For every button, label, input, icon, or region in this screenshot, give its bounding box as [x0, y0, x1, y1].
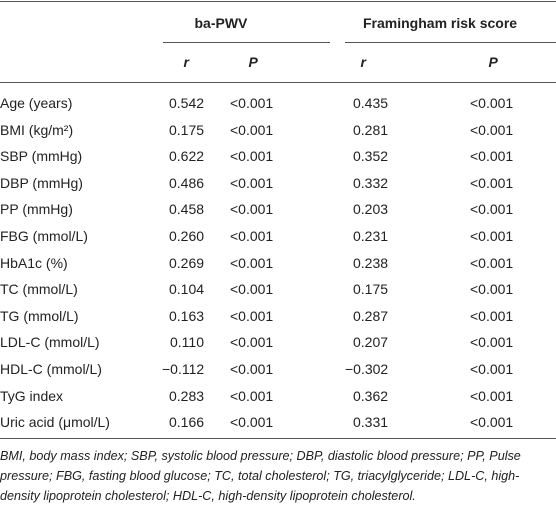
- cell: 0.458: [169, 201, 205, 218]
- cell: <0.001: [470, 414, 514, 431]
- cell: <0.001: [230, 414, 274, 431]
- column-header: P: [248, 54, 258, 70]
- cell: <0.001: [470, 281, 514, 298]
- rule: [345, 42, 556, 43]
- column-header: r: [183, 54, 189, 70]
- cell: <0.001: [230, 254, 274, 271]
- cell: <0.001: [230, 148, 274, 165]
- rule: [163, 42, 330, 43]
- column-header: r: [360, 54, 366, 70]
- row-label: PP (mmHg): [0, 201, 73, 218]
- row-label: FBG (mmol/L): [0, 228, 88, 244]
- cell: 0.332: [353, 174, 389, 191]
- cell: <0.001: [470, 148, 514, 165]
- cell: <0.001: [230, 95, 274, 111]
- cell: −0.302: [345, 361, 389, 377]
- cell: <0.001: [470, 174, 514, 191]
- cell: 0.104: [169, 281, 205, 298]
- cell: 0.283: [169, 387, 205, 404]
- cell: 0.238: [353, 254, 389, 271]
- cell: 0.175: [169, 121, 205, 138]
- cell: <0.001: [230, 307, 274, 324]
- cell: 0.486: [169, 174, 205, 191]
- cell: 0.269: [169, 254, 205, 271]
- cell: 0.435: [353, 95, 389, 111]
- rule: [0, 1, 556, 2]
- cell: 0.110: [170, 334, 204, 351]
- group-header: Framingham risk score: [363, 15, 518, 31]
- row-label: HbA1c (%): [0, 254, 68, 271]
- cell: 0.175: [353, 281, 389, 298]
- cell: <0.001: [470, 361, 514, 377]
- group-header: ba-PWV: [194, 15, 248, 31]
- cell: <0.001: [230, 228, 274, 244]
- row-label: TG (mmol/L): [0, 307, 79, 324]
- cell: 0.331: [353, 414, 389, 431]
- cell: 0.622: [169, 148, 205, 165]
- cell: <0.001: [470, 201, 514, 218]
- cell: 0.231: [353, 228, 389, 244]
- cell: −0.112: [162, 361, 205, 377]
- cell: 0.287: [353, 307, 389, 324]
- row-label: HDL-C (mmol/L): [0, 361, 102, 377]
- cell: <0.001: [230, 387, 274, 404]
- footnote: BMI, body mass index; SBP, systolic bloo…: [0, 449, 521, 503]
- cell: <0.001: [470, 228, 514, 244]
- cell: 0.260: [169, 228, 205, 244]
- row-label: Uric acid (μmol/L): [0, 414, 110, 431]
- cell: 0.163: [169, 307, 205, 324]
- cell: 0.362: [353, 387, 389, 404]
- cell: <0.001: [230, 201, 274, 218]
- cell: <0.001: [230, 361, 274, 377]
- cell: 0.207: [353, 334, 389, 351]
- cell: 0.542: [169, 95, 205, 111]
- row-label: SBP (mmHg): [0, 148, 83, 165]
- cell: <0.001: [470, 387, 514, 404]
- row-label: TC (mmol/L): [0, 281, 78, 298]
- cell: <0.001: [230, 121, 274, 138]
- rule: [0, 438, 556, 439]
- cell: 0.203: [353, 201, 389, 218]
- cell: <0.001: [230, 174, 274, 191]
- row-label: Age (years): [0, 95, 73, 111]
- cell: 0.166: [169, 414, 205, 431]
- row-label: DBP (mmHg): [0, 174, 83, 191]
- cell: <0.001: [470, 254, 514, 271]
- cell: 0.281: [353, 121, 389, 138]
- cell: <0.001: [470, 307, 514, 324]
- row-label: TyG index: [0, 387, 64, 404]
- cell: <0.001: [230, 334, 274, 351]
- rule: [0, 82, 556, 83]
- cell: 0.352: [353, 148, 389, 165]
- cell: <0.001: [470, 334, 514, 351]
- cell: <0.001: [230, 281, 274, 298]
- row-label: LDL-C (mmol/L): [0, 334, 100, 351]
- row-label: BMI (kg/m²): [0, 121, 74, 138]
- cell: <0.001: [470, 121, 514, 138]
- column-header: P: [488, 54, 498, 70]
- cell: <0.001: [470, 95, 514, 111]
